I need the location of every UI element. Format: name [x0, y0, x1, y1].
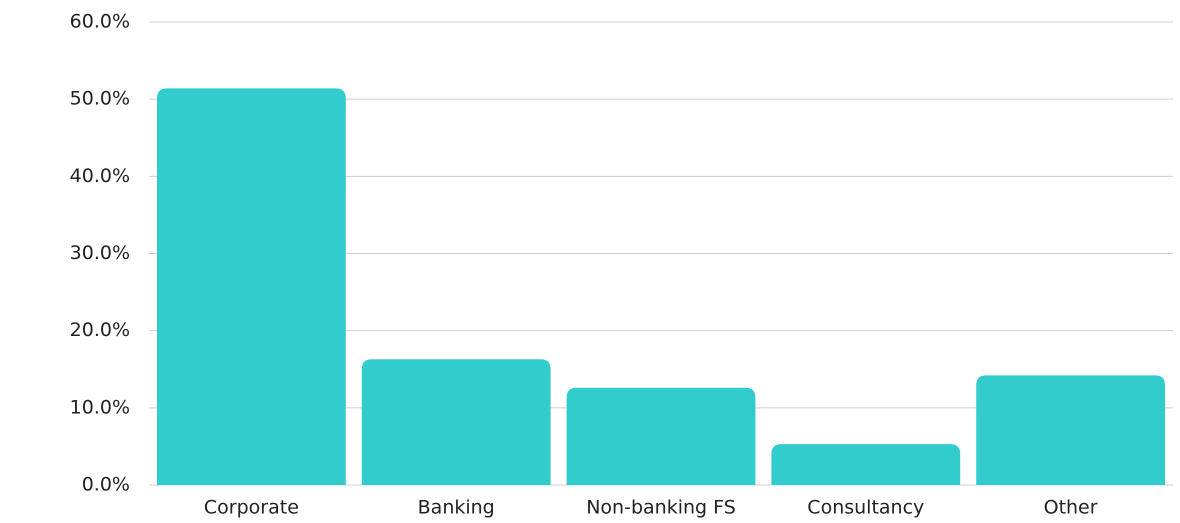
y-tick-label: 0.0%	[82, 474, 130, 496]
bar	[361, 359, 551, 485]
y-tick-label: 50.0%	[70, 88, 130, 110]
x-tick-label: Other	[1044, 497, 1098, 519]
y-tick-label: 60.0%	[70, 11, 130, 33]
y-tick-label: 40.0%	[70, 165, 130, 187]
bar	[157, 88, 346, 485]
x-tick-label: Corporate	[204, 497, 299, 519]
y-tick-label: 10.0%	[70, 396, 130, 418]
y-tick-label: 20.0%	[70, 319, 130, 341]
bar	[771, 444, 961, 485]
bar	[566, 387, 756, 485]
y-tick-label: 30.0%	[70, 242, 130, 264]
x-tick-label: Banking	[418, 497, 495, 519]
x-tick-label: Consultancy	[807, 497, 924, 519]
x-tick-label: Non-banking FS	[586, 497, 736, 519]
bar	[976, 375, 1165, 485]
